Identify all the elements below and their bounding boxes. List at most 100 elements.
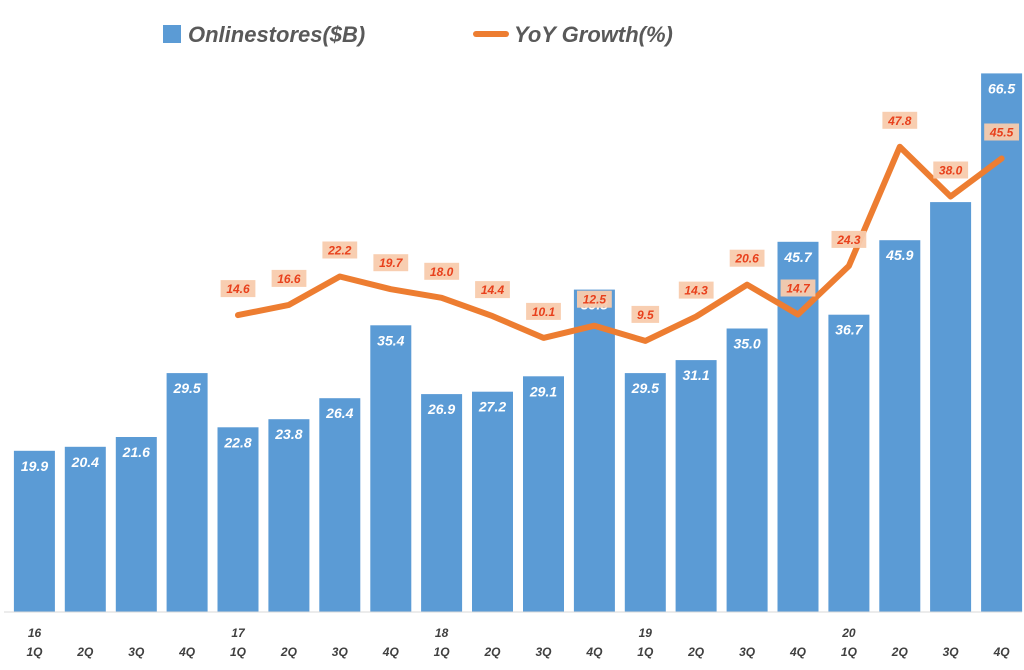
bar-value-label-14: 35.0 [733, 336, 760, 352]
bar-6 [319, 398, 361, 612]
growth-label-8: 9.5 [631, 305, 660, 323]
legend: Onlinestores($B) YoY Growth(%) [163, 22, 673, 47]
growth-label-9: 14.3 [678, 281, 714, 299]
tick-quarter-4: 1Q [230, 645, 247, 659]
growth-label-14: 38.0 [933, 161, 969, 179]
tick-year-4: 17 [231, 626, 246, 640]
tick-quarter-13: 2Q [687, 645, 705, 659]
bar-value-label-2: 21.6 [122, 444, 150, 460]
bars [13, 73, 1023, 613]
tick-quarter-10: 3Q [535, 645, 552, 659]
bar-13 [675, 360, 717, 612]
tick-quarter-16: 1Q [841, 645, 858, 659]
growth-label-15: 45.5 [984, 123, 1019, 141]
tick-year-0: 16 [28, 626, 42, 640]
growth-label-box-2 [322, 241, 358, 259]
tick-year-8: 18 [435, 626, 449, 640]
tick-quarter-6: 3Q [332, 645, 349, 659]
bar-value-label-0: 19.9 [21, 458, 48, 474]
tick-quarter-9: 2Q [483, 645, 501, 659]
growth-label-text-15: 45.5 [989, 126, 1014, 140]
growth-label-box-7 [577, 290, 612, 308]
bar-value-label-15: 45.7 [783, 249, 812, 265]
growth-label-text-1: 16.6 [277, 272, 301, 286]
tick-quarter-12: 1Q [637, 645, 654, 659]
growth-label-13: 47.8 [882, 111, 918, 129]
growth-label-5: 14.4 [475, 281, 510, 299]
tick-quarter-5: 2Q [280, 645, 298, 659]
growth-label-box-1 [271, 269, 307, 287]
growth-label-text-4: 18.0 [430, 265, 454, 279]
growth-label-3: 19.7 [373, 254, 409, 272]
growth-label-box-6 [526, 302, 561, 320]
growth-label-text-9: 14.3 [684, 284, 708, 298]
bar-16 [828, 314, 870, 612]
growth-line-series [235, 143, 1005, 344]
bar-10 [523, 376, 564, 612]
bar-value-label-13: 31.1 [682, 367, 709, 383]
bar-value-label-16: 36.7 [835, 322, 863, 338]
tick-quarter-19: 4Q [993, 645, 1011, 659]
bar-value-label-10: 29.1 [529, 383, 557, 399]
growth-label-box-5 [475, 281, 510, 299]
x-axis-ticks: 16 1Q 2Q 3Q 4Q 17 1Q 2Q 3Q 4Q 18 1Q 2Q 3Q 4Q 19 1Q 2Q 3Q 4Q… [26, 626, 1010, 659]
growth-label-12: 24.3 [831, 230, 867, 248]
growth-label-box-13 [882, 111, 918, 129]
bar-19 [981, 73, 1023, 612]
growth-label-10: 20.6 [729, 249, 765, 267]
growth-label-box-9 [678, 281, 714, 299]
bar-9 [472, 391, 513, 612]
growth-label-2: 22.2 [322, 241, 358, 259]
growth-label-text-10: 20.6 [734, 252, 759, 266]
tick-quarter-2: 3Q [128, 645, 145, 659]
growth-label-11: 14.7 [780, 279, 816, 297]
growth-label-text-8: 9.5 [637, 308, 654, 322]
tick-quarter-0: 1Q [26, 645, 43, 659]
tick-year-12: 19 [639, 626, 653, 640]
tick-quarter-17: 2Q [891, 645, 909, 659]
growth-label-text-11: 14.7 [786, 282, 811, 296]
bar-5 [268, 419, 310, 612]
growth-label-text-12: 24.3 [836, 233, 861, 247]
growth-label-box-15 [984, 123, 1019, 141]
growth-label-text-5: 14.4 [481, 283, 505, 297]
growth-label-text-3: 19.7 [379, 256, 404, 270]
bar-17 [879, 240, 921, 612]
bar-value-label-19: 66.5 [988, 80, 1015, 96]
bar-value-label-9: 27.2 [478, 399, 506, 415]
bar-value-label-5: 23.8 [274, 426, 302, 442]
growth-label-6: 10.1 [526, 302, 561, 320]
bar-value-label-1: 20.4 [71, 454, 99, 470]
growth-labels: 14.6 16.6 22.2 19.7 18.0 14.4 10.1 12.5 9.5 14.3 2… [220, 111, 1019, 323]
bar-7 [370, 325, 412, 612]
growth-label-text-13: 47.8 [887, 114, 912, 128]
bar-value-label-3: 29.5 [172, 380, 200, 396]
tick-quarter-1: 2Q [76, 645, 94, 659]
bar-value-label-17: 45.9 [885, 247, 913, 263]
tick-quarter-15: 4Q [789, 645, 807, 659]
growth-label-box-14 [933, 161, 969, 179]
bar-value-label-7: 35.4 [377, 332, 404, 348]
bar-0 [13, 450, 55, 612]
bar-1 [64, 446, 106, 612]
tick-quarter-3: 4Q [178, 645, 196, 659]
bar-18 [930, 202, 972, 612]
growth-label-box-0 [220, 280, 256, 298]
bar-12 [624, 373, 666, 612]
growth-label-1: 16.6 [271, 269, 307, 287]
growth-label-0: 14.6 [220, 280, 256, 298]
tick-year-16: 20 [841, 626, 856, 640]
tick-quarter-7: 4Q [382, 645, 400, 659]
bar-11 [573, 289, 615, 612]
growth-label-box-8 [631, 305, 660, 323]
growth-label-box-4 [424, 262, 460, 280]
bar-value-label-12: 29.5 [631, 380, 659, 396]
growth-label-text-7: 12.5 [583, 293, 607, 307]
bar-value-label-4: 22.8 [223, 434, 251, 450]
tick-quarter-8: 1Q [434, 645, 451, 659]
growth-label-text-6: 10.1 [532, 305, 556, 319]
bar-value-label-6: 26.4 [325, 405, 353, 421]
legend-label-bar: Onlinestores($B) [188, 22, 365, 47]
bar-14 [726, 328, 768, 612]
